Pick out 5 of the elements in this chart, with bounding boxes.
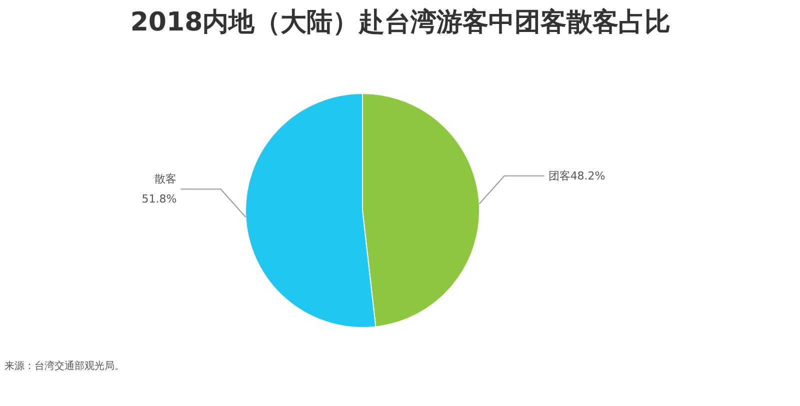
slice-label: 散客 xyxy=(154,172,177,186)
data-label: 51.8% xyxy=(142,192,177,206)
source-note: 来源：台湾交通部观光局。 xyxy=(4,360,124,372)
chart-title: 2018内地（大陆）赴台湾游客中团客散客占比 xyxy=(130,8,671,38)
slice-label: 团客48.2% xyxy=(548,169,606,182)
